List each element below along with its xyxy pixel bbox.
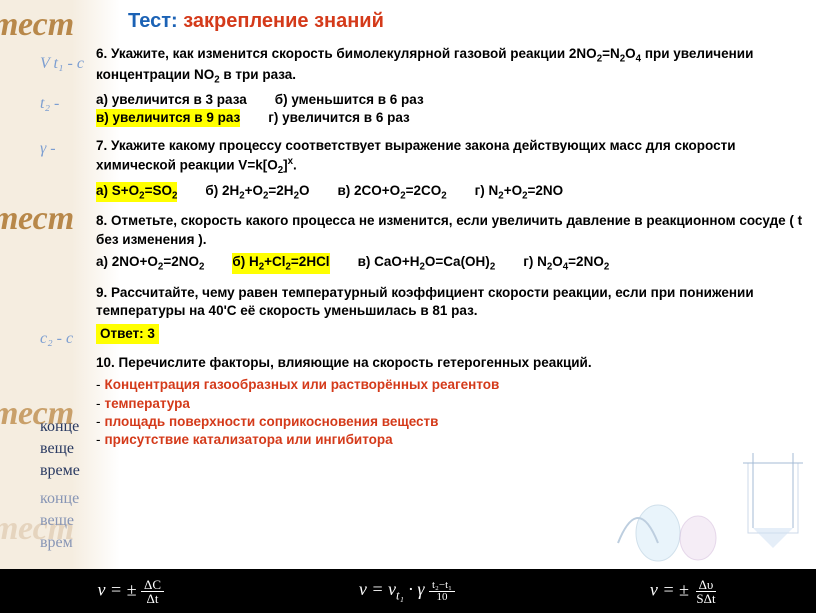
bg-word: тест: [0, 200, 74, 238]
q8-opt-d: г) N2O4=2NO2: [523, 253, 609, 274]
q7-text: 7. Укажите какому процессу соответствует…: [96, 137, 806, 178]
bg-text: веще: [40, 440, 74, 458]
factor-4: присутствие катализатора или ингибитора: [105, 432, 393, 447]
q7-opt-c: в) 2CO+O2=2CO2: [337, 182, 446, 203]
question-8: 8. Отметьте, скорость какого процесса не…: [96, 212, 806, 273]
q7-opt-d: г) N2+O2=2NO: [475, 182, 563, 203]
q8-opt-a: а) 2NO+O2=2NO2: [96, 253, 204, 274]
formula-1: ν = ± ΔCΔt: [97, 578, 164, 605]
q6-options: а) увеличится в 3 раза б) уменьшится в 6…: [96, 91, 806, 109]
q9-answer: Ответ: 3: [96, 324, 159, 344]
q8-text: 8. Отметьте, скорость какого процесса не…: [96, 212, 806, 248]
bg-formula: V t₁ - c: [40, 55, 84, 73]
formula-bar: ν = ± ΔCΔt ν = νt₁ · γ t₂−t₁10 ν = ± ΔυS…: [0, 569, 816, 613]
q10-factors: -Концентрация газообразных или растворён…: [96, 376, 806, 449]
q7-options: а) S+O2=SO2 б) 2H2+O2=2H2O в) 2CO+O2=2CO…: [96, 182, 806, 203]
formula-2: ν = νt₁ · γ t₂−t₁10: [359, 579, 455, 604]
content-area: 6. Укажите, как изменится скорость бимол…: [96, 45, 806, 459]
q6-opt-d: г) увеличится в 6 раз: [268, 109, 410, 127]
q6-text: 6. Укажите, как изменится скорость бимол…: [96, 45, 806, 87]
q8-opt-c: в) CaO+H2O=Ca(OH)2: [358, 253, 496, 274]
bg-formula: γ -: [40, 140, 56, 158]
q9-text: 9. Рассчитайте, чему равен температурный…: [96, 284, 806, 320]
formula-3: ν = ± ΔυSΔt: [650, 578, 719, 605]
q8-options: а) 2NO+O2=2NO2 б) H2+Cl2=2HCl в) CaO+H2O…: [96, 253, 806, 274]
factor-1: Концентрация газообразных или растворённ…: [105, 377, 500, 392]
bg-word: тест: [0, 6, 74, 44]
q7-opt-b: б) 2H2+O2=2H2O: [205, 182, 309, 203]
bg-formula: t₂ -: [40, 95, 59, 113]
q8-opt-b: б) H2+Cl2=2HCl: [232, 253, 329, 274]
bg-text: веще: [40, 512, 74, 530]
bg-text: врем: [40, 534, 73, 552]
question-7: 7. Укажите какому процессу соответствует…: [96, 137, 806, 202]
slide-title: Тест: закрепление знаний: [128, 10, 384, 33]
q6-options-row2: в) увеличится в 9 раз г) увеличится в 6 …: [96, 109, 806, 127]
title-suffix: закрепление знаний: [183, 10, 384, 32]
question-9: 9. Рассчитайте, чему равен температурный…: [96, 284, 806, 345]
q6-opt-b: б) уменьшится в 6 раз: [275, 91, 424, 109]
q6-opt-c: в) увеличится в 9 раз: [96, 109, 240, 127]
title-prefix: Тест:: [128, 10, 178, 32]
q7-opt-a: а) S+O2=SO2: [96, 182, 177, 203]
bg-text: конце: [40, 418, 79, 436]
factor-2: температура: [105, 396, 190, 411]
q10-text: 10. Перечислите факторы, влияющие на ско…: [96, 354, 806, 372]
bg-text: конце: [40, 490, 79, 508]
bg-text: време: [40, 462, 80, 480]
question-6: 6. Укажите, как изменится скорость бимол…: [96, 45, 806, 127]
question-10: 10. Перечислите факторы, влияющие на ско…: [96, 354, 806, 449]
bg-formula: c₂ - c: [40, 330, 73, 348]
q6-opt-a: а) увеличится в 3 раза: [96, 91, 247, 109]
factor-3: площадь поверхности соприкосновения веще…: [105, 414, 439, 429]
